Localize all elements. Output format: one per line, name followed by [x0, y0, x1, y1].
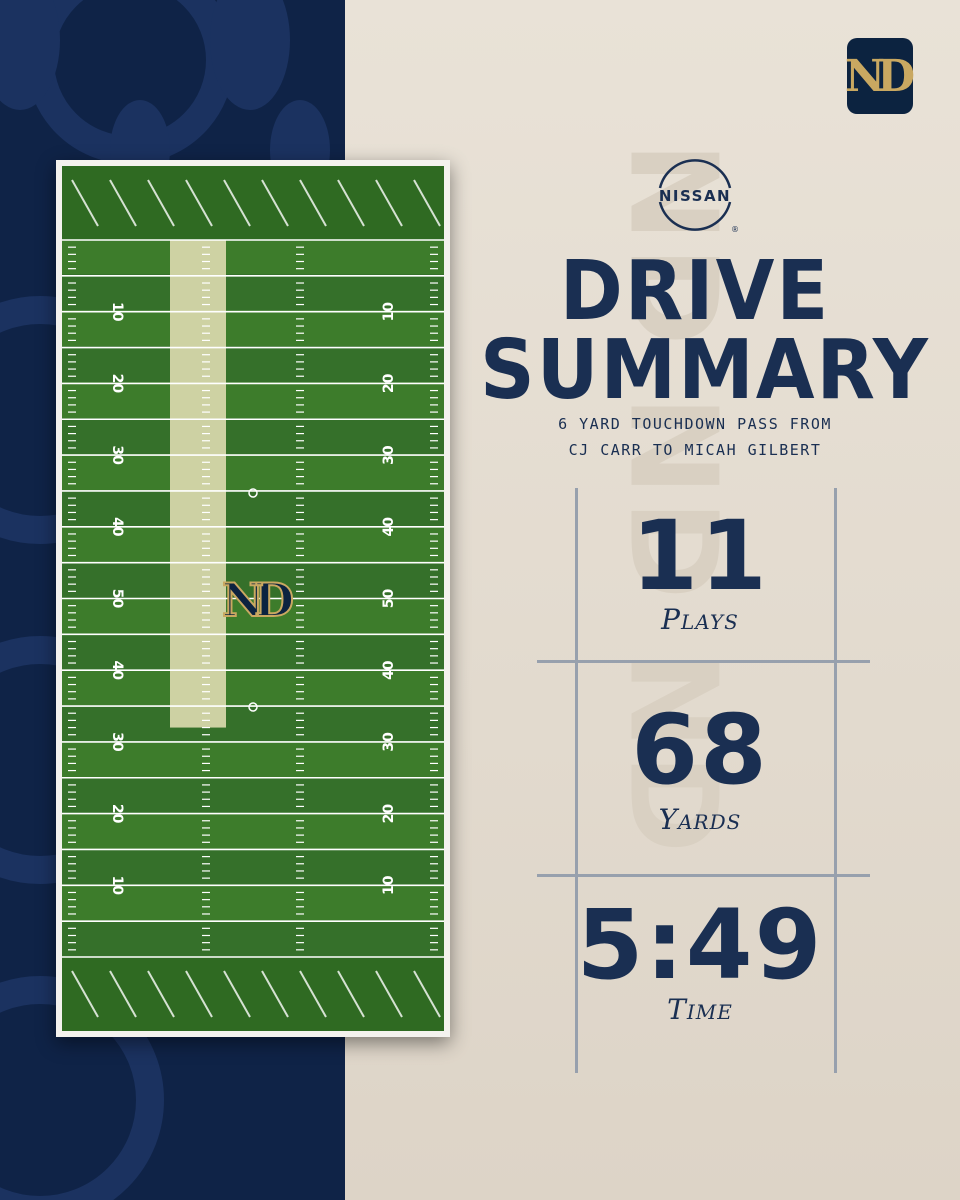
end-zone-hatch	[375, 970, 403, 1018]
stats-divider-right	[834, 488, 837, 1073]
end-zone-hatch	[375, 179, 403, 227]
yard-number-right: 20	[381, 804, 397, 824]
end-zone-hatch	[299, 970, 327, 1018]
yard-number-left: 40	[109, 660, 125, 680]
end-zone-hatch	[337, 179, 365, 227]
yard-number-left: 30	[109, 445, 125, 465]
bottom-end-zone	[62, 957, 444, 1031]
stat-plays-value: 11	[631, 500, 769, 612]
stat-time-value: 5:49	[576, 889, 824, 1001]
yard-number-left: 10	[109, 302, 125, 322]
stat-plays-label: Plays	[661, 603, 739, 636]
drive-highlight	[170, 240, 226, 728]
yard-number-left: 20	[109, 374, 125, 394]
team-logo-badge: ND	[844, 38, 915, 114]
end-zone-hatch	[147, 179, 175, 227]
end-zone-hatch	[109, 179, 137, 227]
yard-number-right: 40	[381, 660, 397, 680]
end-zone-hatch	[71, 970, 99, 1018]
end-zone-hatch	[71, 179, 99, 227]
nissan-logo: NISSAN ®	[658, 159, 739, 234]
end-zone-hatch	[223, 179, 251, 227]
team-logo-text: ND	[844, 50, 915, 102]
subtitle-line-2: CJ Carr to Micah Gilbert	[568, 441, 822, 459]
end-zone-hatch	[337, 970, 365, 1018]
end-zone-hatch	[261, 970, 289, 1018]
end-zone-hatch	[223, 970, 251, 1018]
yard-number-right: 10	[381, 302, 397, 322]
end-zone-hatch	[261, 179, 289, 227]
yard-number-right: 50	[381, 589, 397, 609]
top-end-zone	[62, 166, 444, 240]
football-field: 10 10 20 20 30 30 40 40 50 50 40 40 30 30 20 20 10 10 ND	[62, 166, 444, 1031]
stats-divider-left	[575, 488, 578, 1073]
stats-divider-row-1	[537, 660, 870, 663]
title-line-1: DRIVE	[559, 242, 831, 339]
end-zone-hatch	[299, 179, 327, 227]
end-zone-hatch	[109, 970, 137, 1018]
field-marker-bottom	[248, 702, 258, 712]
yard-number-left: 50	[109, 589, 125, 609]
yard-number-right: 30	[381, 732, 397, 752]
yard-number-right: 30	[381, 445, 397, 465]
yard-number-right: 20	[381, 373, 397, 393]
end-zone-hatch	[147, 970, 175, 1018]
end-zone-hatch	[413, 179, 441, 227]
stats-divider-row-2	[537, 874, 870, 877]
field-marker-top	[248, 488, 258, 498]
svg-text:®: ®	[731, 225, 739, 234]
yard-number-left: 20	[109, 804, 125, 824]
yard-number-left: 40	[109, 517, 125, 537]
nissan-wordmark: NISSAN	[659, 187, 731, 205]
title-line-2: SUMMARY	[480, 321, 930, 418]
stat-time-label: Time	[667, 993, 733, 1026]
yard-number-left: 30	[109, 732, 125, 752]
stat-yards-label: Yards	[658, 803, 742, 836]
stat-yards-value: 68	[631, 694, 769, 806]
end-zone-hatch	[185, 970, 213, 1018]
midfield-logo: ND	[222, 573, 292, 627]
yard-number-right: 10	[381, 875, 397, 895]
yard-number-left: 10	[109, 876, 125, 896]
yard-number-right: 40	[381, 517, 397, 537]
end-zone-hatch	[185, 179, 213, 227]
subtitle-line-1: 6 Yard Touchdown Pass from	[558, 415, 832, 433]
end-zone-hatch	[413, 970, 441, 1018]
football-field-card: 10 10 20 20 30 30 40 40 50 50 40 40 30 30 20 20 10 10 ND	[56, 160, 450, 1037]
